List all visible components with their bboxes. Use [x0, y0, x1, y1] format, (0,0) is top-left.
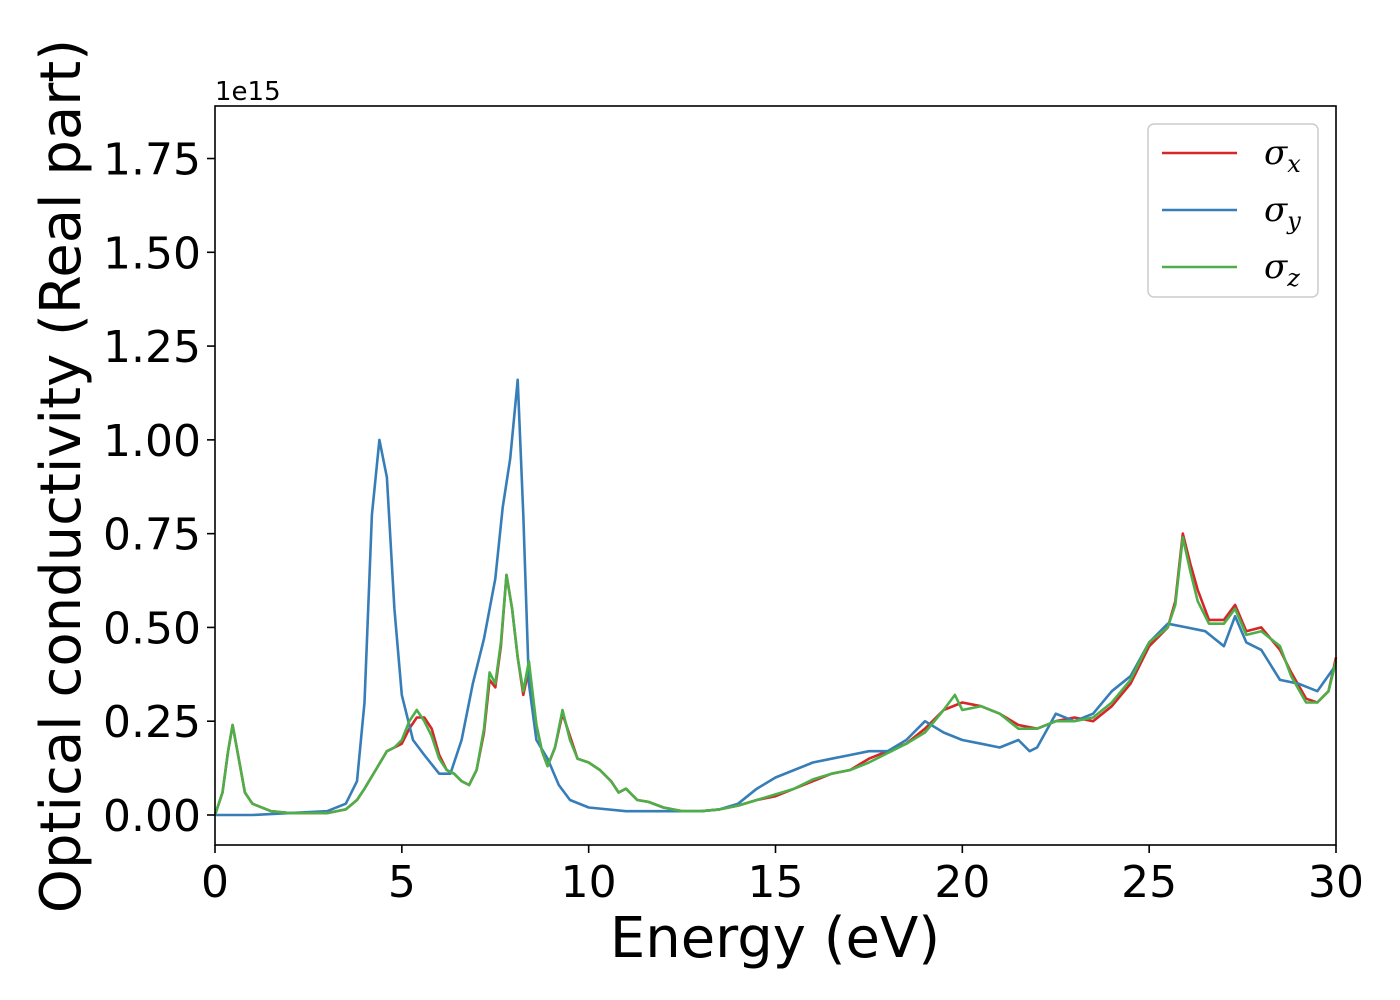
y-tick-label: 0.25: [103, 697, 201, 748]
x-tick-label: 10: [561, 857, 617, 908]
x-tick-label: 0: [201, 857, 229, 908]
legend-label-y: σy: [1264, 190, 1301, 235]
legend-label-z: σz: [1264, 247, 1300, 292]
series-layer: [213, 378, 1338, 817]
y-axis-label: Optical conductivity (Real part): [29, 39, 94, 913]
series-line-z: [213, 536, 1338, 816]
x-tick-label: 5: [388, 857, 416, 908]
y-offset-label: 1e15: [215, 77, 281, 107]
x-tick-label: 20: [934, 857, 990, 908]
legend-items: σx σy σz: [1162, 133, 1301, 292]
y-tick-label: 0.75: [103, 510, 201, 561]
legend: σx σy σz: [1147, 123, 1319, 298]
legend-label-x: σx: [1264, 133, 1301, 178]
y-axis-ticks: 0.00 0.25 0.50 0.75 1.00 1.25 1.50 1.75: [103, 135, 215, 842]
x-tick-label: 25: [1121, 857, 1177, 908]
plot-frame: [214, 105, 1337, 846]
y-tick-label: 1.00: [103, 416, 201, 467]
x-axis-label: Energy (eV): [610, 906, 940, 971]
x-axis-ticks: 0 5 10 15 20 25 30: [201, 845, 1364, 908]
y-tick-label: 1.75: [103, 135, 201, 186]
y-tick-label: 0.50: [103, 603, 201, 654]
y-tick-label: 1.25: [103, 322, 201, 373]
x-tick-label: 30: [1308, 857, 1364, 908]
y-tick-label: 1.50: [103, 228, 201, 279]
x-tick-label: 15: [748, 857, 804, 908]
y-tick-label: 0.00: [103, 791, 201, 842]
